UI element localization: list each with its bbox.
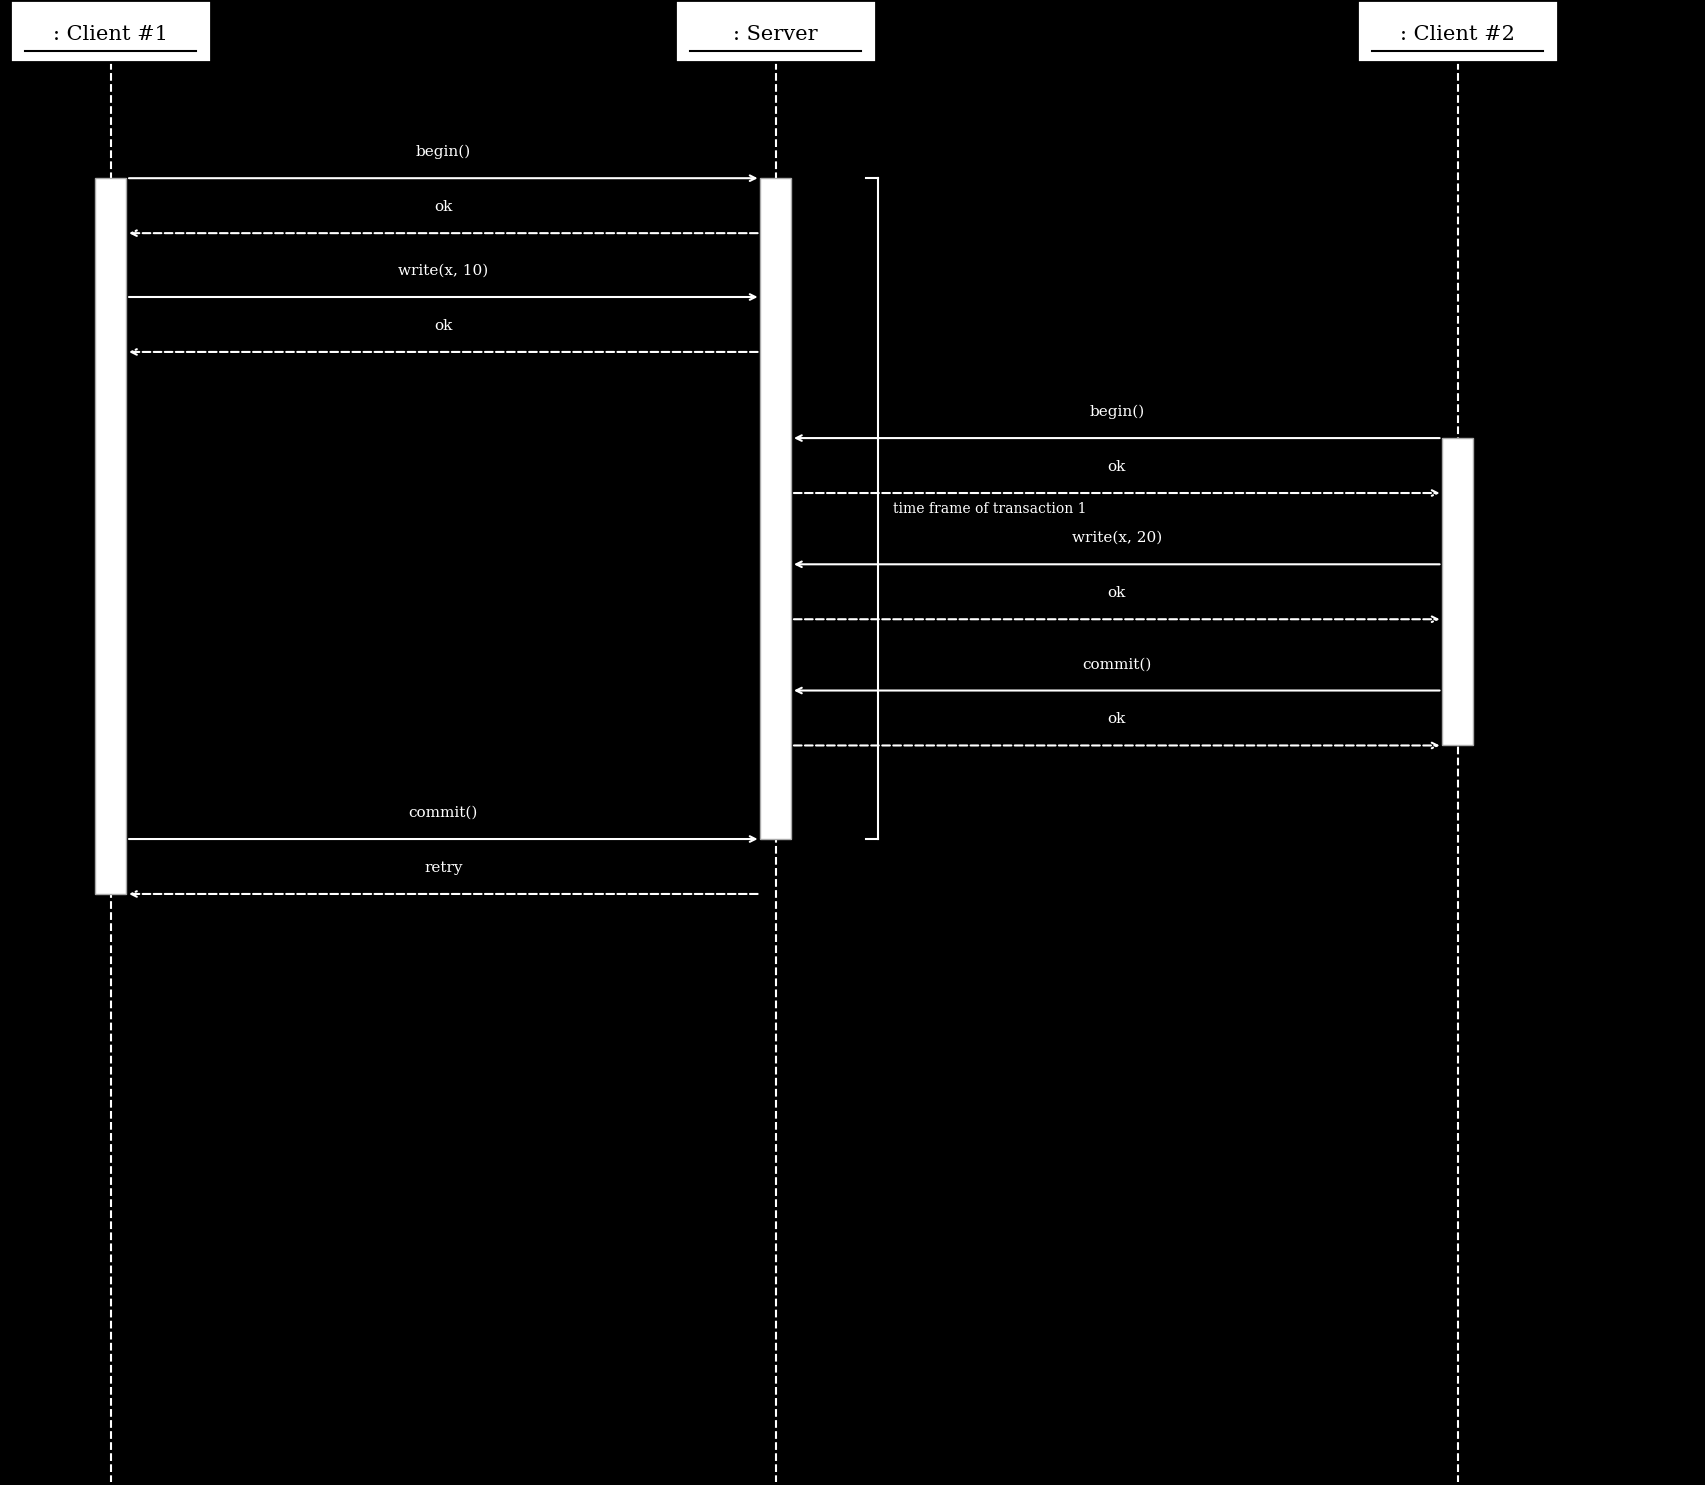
Text: begin(): begin() [416, 144, 471, 159]
Bar [675, 0, 876, 62]
Bar [10, 0, 211, 62]
Bar [760, 178, 791, 839]
Bar [1357, 0, 1558, 62]
Text: commit(): commit() [1083, 658, 1151, 671]
Text: write(x, 20): write(x, 20) [1072, 532, 1161, 545]
Text: commit(): commit() [409, 806, 477, 820]
Text: : Client #2: : Client #2 [1400, 25, 1516, 43]
Bar [95, 178, 126, 894]
Text: ok: ok [1108, 460, 1125, 474]
Bar [1442, 438, 1473, 745]
Text: ok: ok [435, 200, 452, 214]
Text: : Client #1: : Client #1 [53, 25, 169, 43]
Text: : Server: : Server [733, 25, 818, 43]
Text: retry: retry [425, 861, 462, 875]
Text: ok: ok [435, 319, 452, 333]
Text: ok: ok [1108, 713, 1125, 726]
Text: time frame of transaction 1: time frame of transaction 1 [893, 502, 1086, 515]
Text: ok: ok [1108, 587, 1125, 600]
Text: write(x, 10): write(x, 10) [399, 264, 488, 278]
Text: begin(): begin() [1089, 404, 1144, 419]
